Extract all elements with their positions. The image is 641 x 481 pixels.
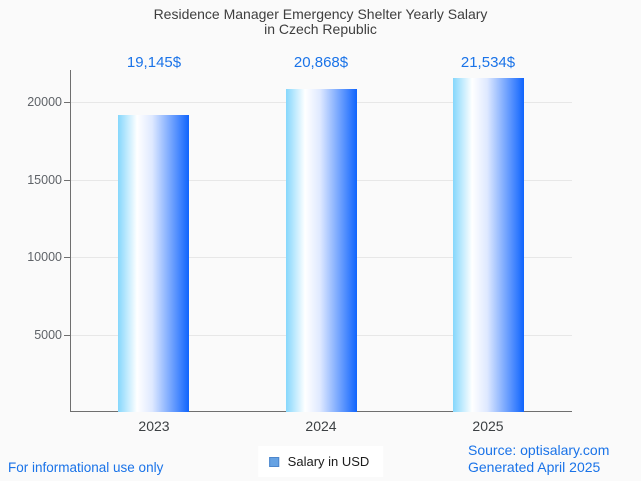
y-axis-line (70, 70, 71, 412)
y-tick-5000 (64, 335, 70, 336)
y-tick-20000 (64, 102, 70, 103)
y-tick-label-15000: 15000 (27, 173, 62, 187)
chart-title-line2: in Czech Republic (264, 21, 377, 37)
disclaimer-text: For informational use only (8, 460, 164, 475)
x-tick-label-2023: 2023 (138, 418, 170, 434)
source-line: Source: optisalary.com (468, 442, 610, 458)
source-block: Source: optisalary.com Generated April 2… (468, 442, 609, 475)
x-tick-label-2025: 2025 (472, 418, 504, 434)
y-tick-15000 (64, 180, 70, 181)
generated-line: Generated April 2025 (468, 458, 601, 475)
bar-2024 (286, 89, 357, 412)
x-tick-label-2024: 2024 (305, 418, 337, 434)
y-tick-label-10000: 10000 (27, 250, 62, 264)
value-label-2024: 20,868$ (293, 54, 349, 71)
y-tick-10000 (64, 257, 70, 258)
y-tick-label-20000: 20000 (27, 95, 62, 109)
y-tick-label-5000: 5000 (34, 328, 62, 342)
chart-title: Residence Manager Emergency Shelter Year… (0, 7, 641, 37)
bar-2023 (118, 115, 189, 412)
value-label-2025: 21,534$ (460, 54, 516, 71)
value-label-2023: 19,145$ (126, 54, 182, 71)
legend-label: Salary in USD (287, 454, 370, 469)
legend-marker-icon (268, 456, 279, 467)
bar-2025 (453, 78, 524, 412)
legend: Salary in USD (257, 446, 384, 477)
chart-title-line1: Residence Manager Emergency Shelter Year… (153, 6, 488, 22)
